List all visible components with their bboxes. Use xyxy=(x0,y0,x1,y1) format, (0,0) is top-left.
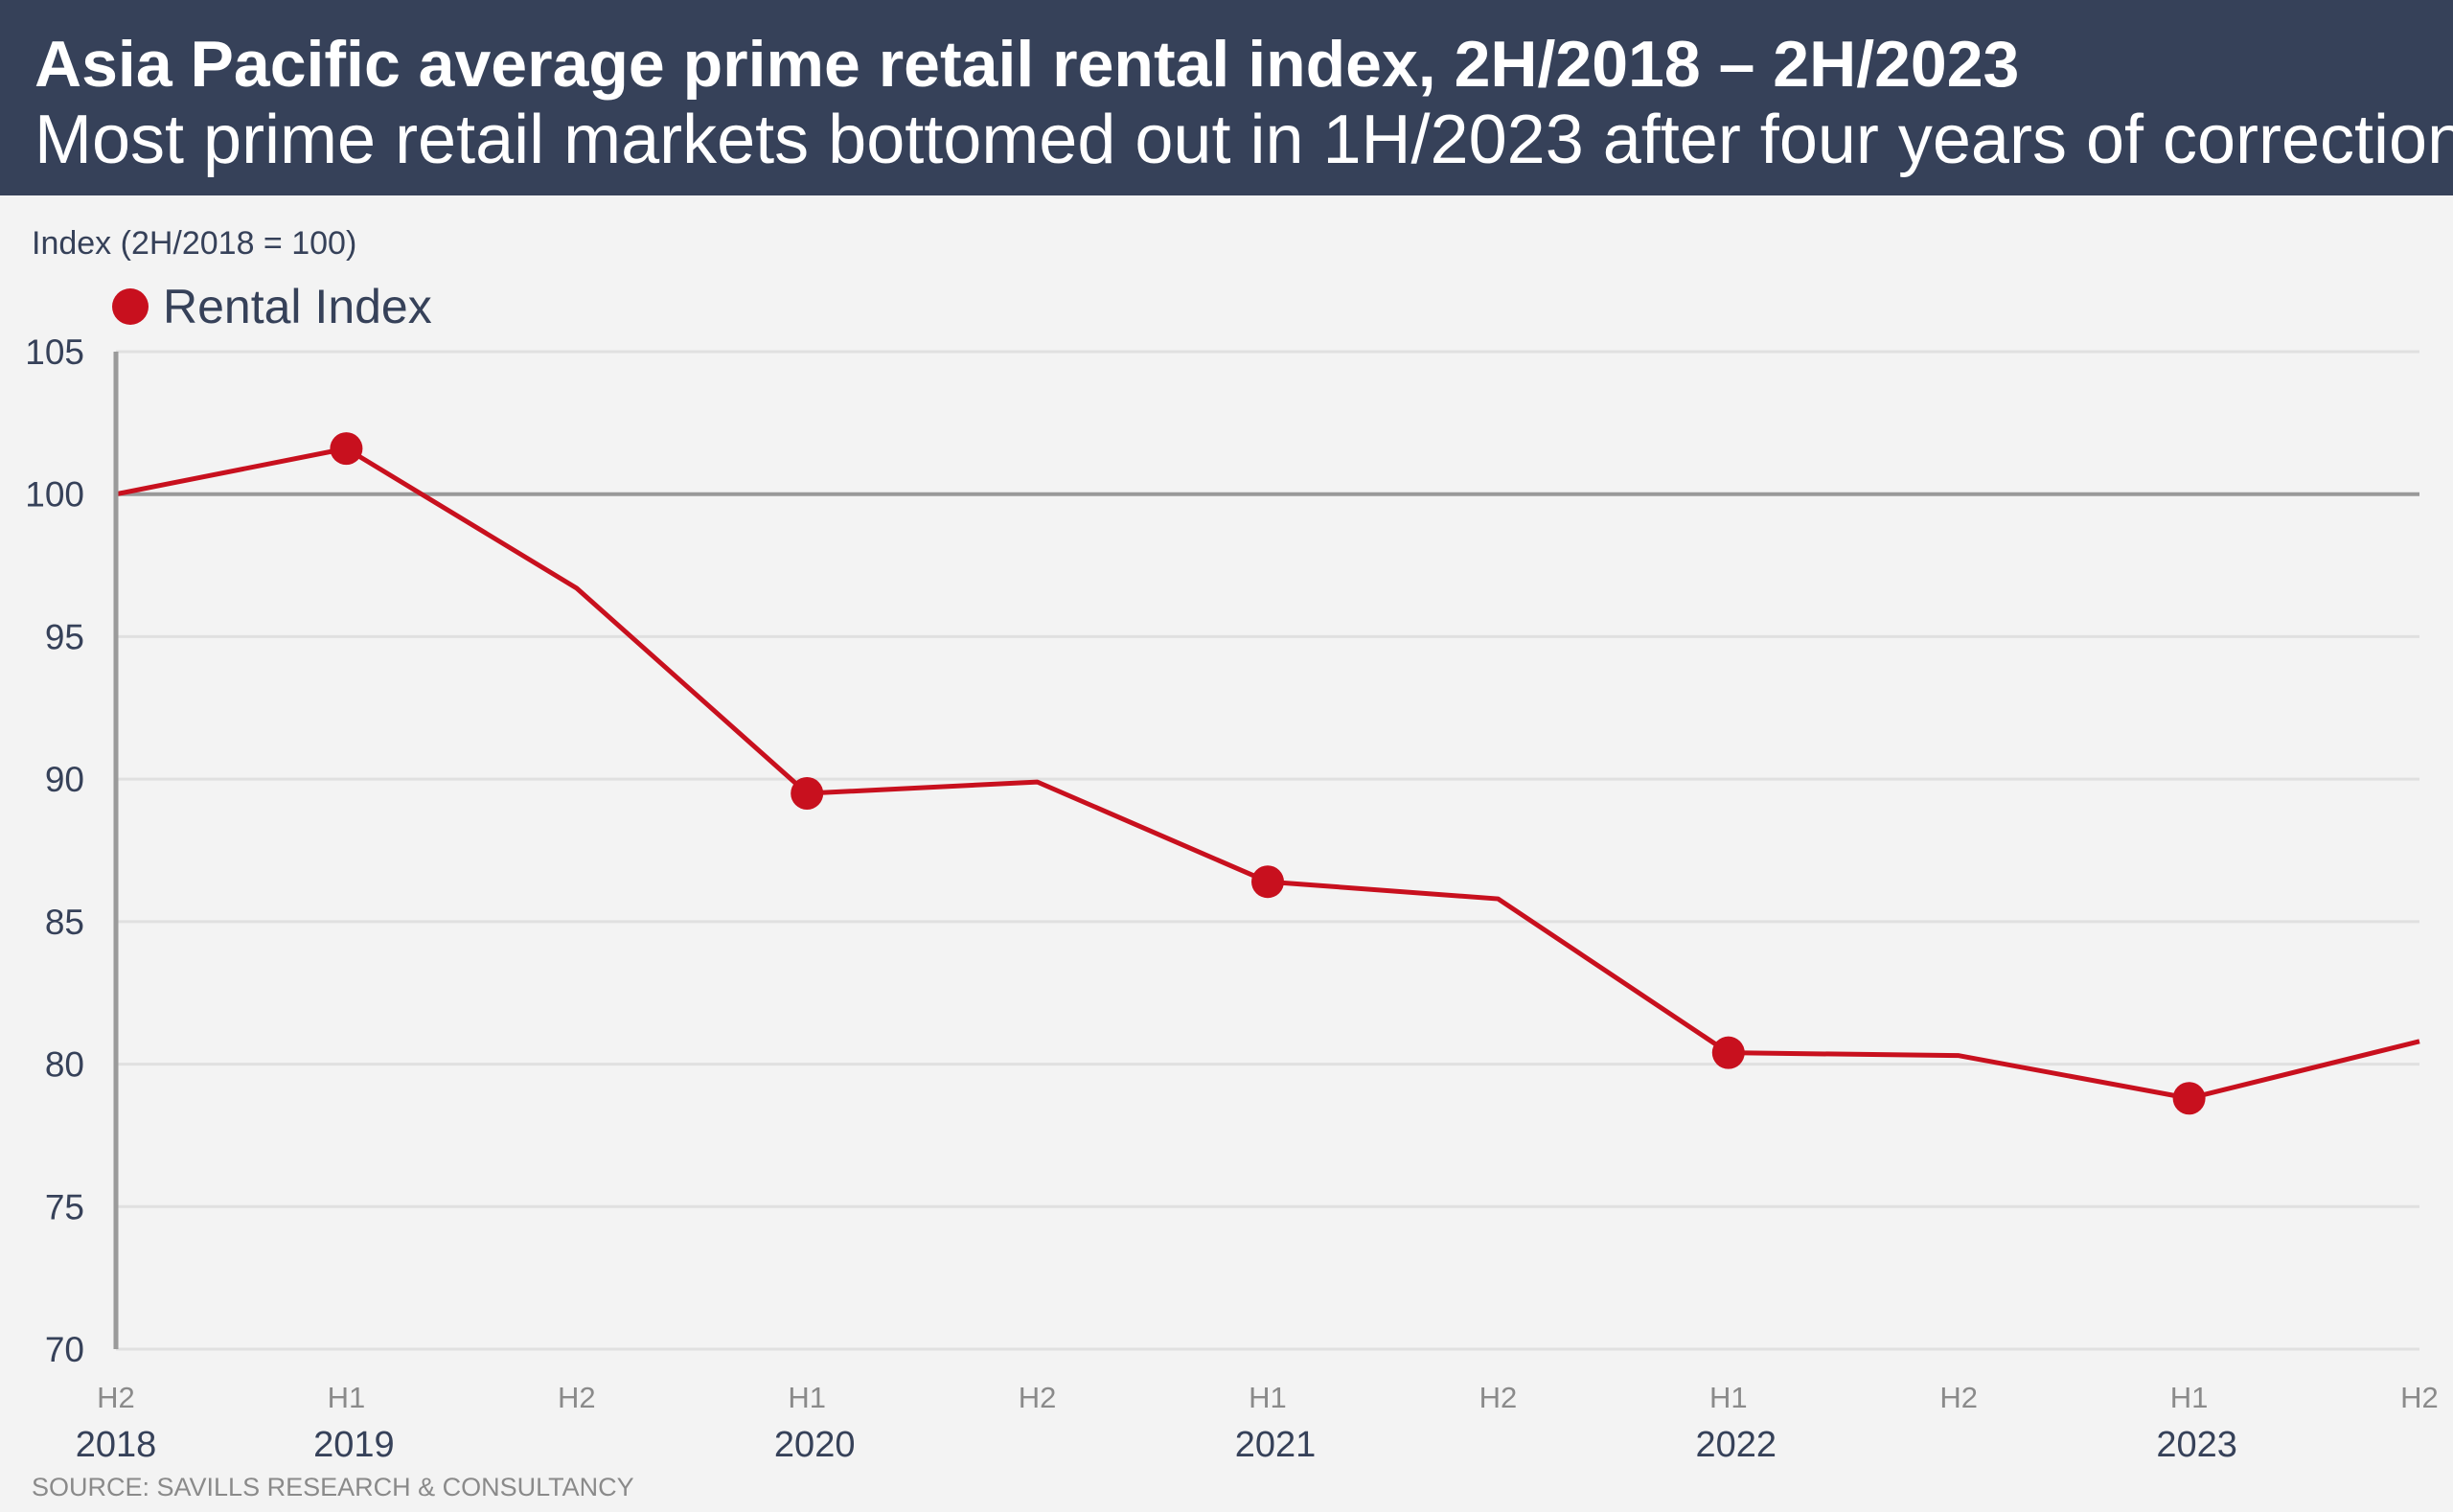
header-band xyxy=(0,0,2453,195)
x-tick-label: H2 xyxy=(558,1381,596,1414)
data-point-marker xyxy=(1251,865,1284,899)
y-tick-label: 100 xyxy=(25,475,84,515)
x-tick-label: H2 xyxy=(2400,1381,2439,1414)
data-point-marker xyxy=(1711,1036,1745,1069)
series-line-rental-index xyxy=(115,446,2420,1101)
y-tick-label: 75 xyxy=(45,1187,84,1226)
x-year-label: 2023 xyxy=(2156,1425,2237,1465)
x-tick-label: H2 xyxy=(1479,1381,1518,1414)
y-axis-label: Index (2H/2018 = 100) xyxy=(32,225,356,262)
data-point-marker xyxy=(330,432,363,466)
x-tick-label: H2 xyxy=(1939,1381,1978,1414)
x-tick-label: H1 xyxy=(328,1381,366,1414)
x-tick-label: H1 xyxy=(1249,1381,1287,1414)
x-year-label: 2021 xyxy=(1235,1425,1317,1465)
x-year-label: 2022 xyxy=(1696,1425,1777,1465)
x-tick-label: H2 xyxy=(97,1381,135,1414)
x-tick-label: H1 xyxy=(2170,1381,2209,1414)
y-tick-label: 95 xyxy=(45,617,84,656)
x-year-label: 2019 xyxy=(313,1425,395,1465)
x-tick-label: H2 xyxy=(1019,1381,1057,1414)
x-tick-label: H1 xyxy=(788,1381,826,1414)
x-year-label: 2018 xyxy=(76,1425,157,1465)
y-tick-label: 90 xyxy=(45,760,84,799)
x-year-label: 2020 xyxy=(774,1425,856,1465)
source-note: SOURCE: SAVILLS RESEARCH & CONSULTANCY xyxy=(32,1473,634,1501)
legend-label: Rental Index xyxy=(163,280,432,333)
chart-subtitle: Most prime retail markets bottomed out i… xyxy=(34,102,2453,178)
data-point-marker xyxy=(791,777,824,811)
y-tick-label: 80 xyxy=(45,1045,84,1085)
y-tick-label: 70 xyxy=(45,1330,84,1369)
legend-marker xyxy=(112,288,149,325)
chart-title: Asia Pacific average prime retail rental… xyxy=(34,28,2019,101)
y-tick-label: 85 xyxy=(45,903,84,942)
data-point-marker xyxy=(2172,1082,2206,1115)
x-tick-label: H1 xyxy=(1709,1381,1748,1414)
y-tick-label: 105 xyxy=(25,332,84,372)
